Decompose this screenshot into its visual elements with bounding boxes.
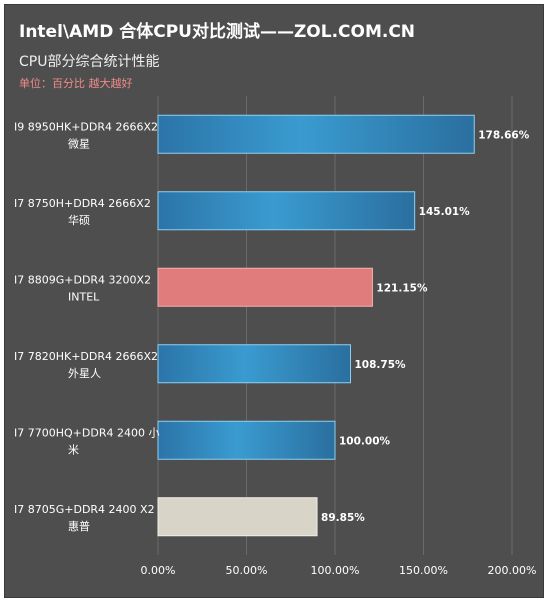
category-label: I7 7820HK+DDR4 2666X2 [14, 350, 158, 363]
bar [157, 344, 351, 384]
bar [157, 420, 336, 460]
value-label: 121.15% [376, 282, 428, 294]
category-label: I7 8750H+DDR4 2666X2 [14, 197, 151, 210]
category-label: I9 8950HK+DDR4 2666X2 [14, 120, 158, 133]
bars [157, 114, 475, 537]
labels: 0.00% 50.00% 100.00% 150.00% 200.00% 178.66% I… [14, 120, 536, 577]
gridlines [157, 96, 513, 555]
category-label: I7 7700HQ+DDR4 2400 小 [14, 426, 159, 439]
category-sublabel: 微星 [68, 136, 90, 150]
category-sublabel: 外星人 [68, 367, 101, 380]
bar [157, 497, 318, 537]
value-label: 89.85% [321, 512, 365, 524]
value-label: 108.75% [354, 359, 406, 371]
x-tick-label: 50.00% [226, 564, 268, 577]
value-label: 178.66% [478, 129, 530, 141]
chart-title: Intel\AMD 合体CPU对比测试——ZOL.COM.CN [19, 22, 416, 42]
category-sublabel: 华硕 [68, 213, 90, 227]
unit-note: 单位：百分比 越大越好 [19, 77, 133, 90]
bar [157, 114, 475, 154]
category-sublabel: INTEL [68, 290, 100, 303]
x-tick-label: 100.00% [311, 564, 360, 577]
bar [157, 191, 416, 231]
x-tick-label: 200.00% [488, 564, 537, 577]
value-label: 100.00% [339, 435, 391, 447]
chart-subtitle: CPU部分综合统计性能 [19, 54, 160, 70]
value-label: 145.01% [419, 206, 471, 218]
category-label: I7 8705G+DDR4 2400 X2 [14, 503, 155, 516]
x-tick-label: 0.00% [141, 564, 176, 577]
x-tick-label: 150.00% [399, 564, 448, 577]
bar [157, 267, 373, 307]
category-sublabel: 惠普 [68, 519, 90, 533]
category-label: I7 8809G+DDR4 3200X2 [14, 273, 151, 286]
category-sublabel: 米 [68, 443, 79, 456]
